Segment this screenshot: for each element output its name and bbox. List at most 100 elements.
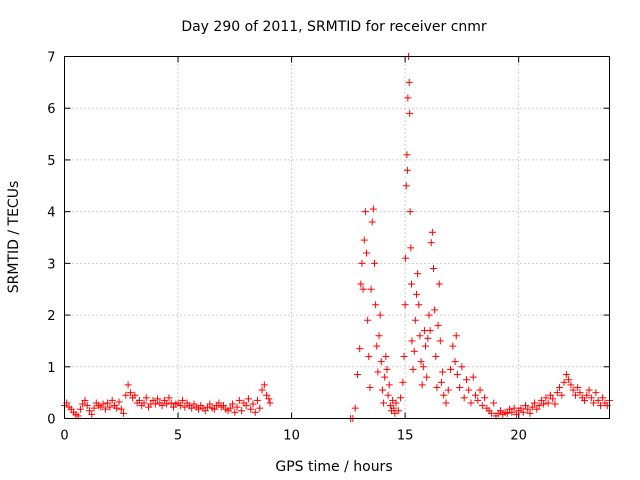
data-point: [517, 404, 525, 412]
data-point: [163, 400, 171, 408]
data-point: [465, 386, 473, 394]
data-point: [519, 408, 527, 416]
y-tick-label: 4: [47, 206, 55, 221]
data-point: [76, 405, 84, 413]
data-point: [400, 352, 408, 360]
data-point: [419, 363, 427, 371]
data-point: [412, 290, 420, 298]
data-point: [418, 381, 426, 389]
data-point: [249, 400, 257, 408]
data-point: [368, 218, 376, 226]
data-point: [113, 404, 121, 412]
data-point: [510, 404, 518, 412]
chart-title: Day 290 of 2011, SRMTID for receiver cnm…: [181, 19, 487, 35]
data-point: [124, 381, 132, 389]
data-point: [542, 394, 550, 402]
x-axis-label: GPS time / hours: [275, 459, 392, 475]
data-point: [458, 363, 466, 371]
data-point: [179, 396, 187, 404]
y-axis-label: SRMTID / TECUs: [6, 181, 22, 294]
data-point: [406, 208, 414, 216]
data-point: [265, 395, 273, 403]
data-point: [449, 342, 457, 350]
data-point: [122, 391, 130, 399]
data-point: [467, 399, 475, 407]
data-point: [528, 403, 536, 411]
data-point: [188, 404, 196, 412]
data-point: [254, 396, 262, 404]
data-point: [556, 383, 564, 391]
data-point: [416, 332, 424, 340]
data-point: [201, 407, 209, 415]
data-point: [599, 394, 607, 402]
data-point: [104, 399, 112, 407]
data-point: [357, 280, 365, 288]
data-point: [478, 402, 486, 410]
x-tick-label: 15: [397, 429, 414, 444]
data-point: [440, 391, 448, 399]
data-point: [503, 409, 511, 417]
data-point: [238, 407, 246, 415]
data-point: [433, 383, 441, 391]
y-tick-label: 2: [47, 309, 55, 324]
data-point: [251, 408, 259, 416]
data-point: [490, 399, 498, 407]
data-point: [562, 371, 570, 379]
data-point: [456, 383, 464, 391]
data-point: [435, 280, 443, 288]
data-point: [154, 395, 162, 403]
data-point: [266, 399, 274, 407]
data-point: [85, 407, 93, 415]
data-point: [583, 391, 591, 399]
data-point: [405, 78, 413, 86]
data-point: [462, 376, 470, 384]
data-point: [383, 365, 391, 373]
data-point: [356, 345, 364, 353]
data-point: [427, 239, 435, 247]
data-point: [472, 391, 480, 399]
data-point: [512, 410, 520, 418]
data-point: [481, 394, 489, 402]
data-point: [436, 337, 444, 345]
data-point: [79, 400, 87, 408]
data-point: [565, 376, 573, 384]
data-point: [229, 400, 237, 408]
data-point: [406, 109, 414, 117]
data-point: [206, 400, 214, 408]
data-point: [431, 306, 439, 314]
data-point: [414, 270, 422, 278]
data-point: [402, 182, 410, 190]
data-point: [384, 391, 392, 399]
data-point: [375, 332, 383, 340]
data-point: [546, 391, 554, 399]
data-point: [378, 386, 386, 394]
data-point: [376, 311, 384, 319]
data-point: [540, 400, 548, 408]
data-point: [385, 381, 393, 389]
data-point: [367, 285, 375, 293]
data-point: [364, 316, 372, 324]
data-point: [521, 402, 529, 410]
data-point: [215, 399, 223, 407]
data-point: [558, 391, 566, 399]
data-point: [422, 342, 430, 350]
data-point: [551, 400, 559, 408]
data-point: [508, 408, 516, 416]
data-point: [430, 265, 438, 273]
data-point: [460, 394, 468, 402]
data-point: [399, 378, 407, 386]
data-point: [142, 394, 150, 402]
data-point: [497, 407, 504, 415]
data-point: [392, 399, 400, 407]
data-point: [524, 405, 532, 413]
data-point: [394, 407, 402, 415]
data-point: [581, 396, 589, 404]
data-point: [359, 285, 367, 293]
data-point: [101, 405, 109, 413]
data-point: [567, 381, 575, 389]
data-point: [115, 398, 123, 406]
data-points: [61, 53, 613, 422]
data-point: [219, 402, 227, 410]
data-point: [135, 396, 143, 404]
data-point: [569, 386, 577, 394]
